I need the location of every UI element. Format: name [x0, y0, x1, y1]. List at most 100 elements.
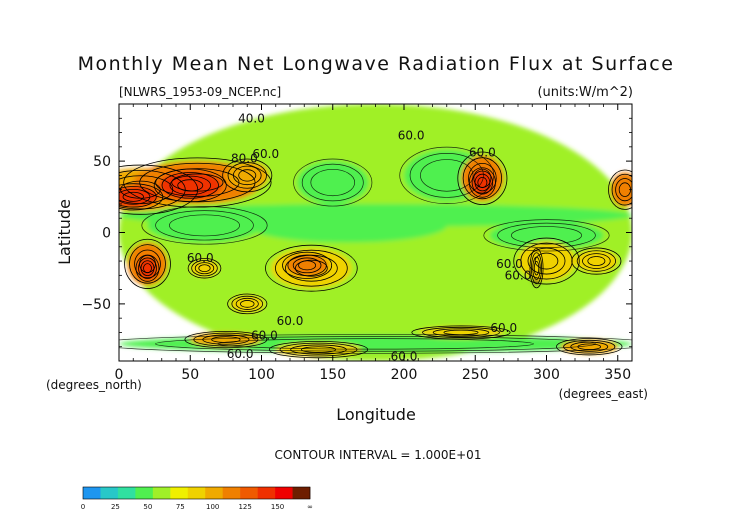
contour-line: [134, 249, 161, 279]
chart-title: Monthly Mean Net Longwave Radiation Flux…: [78, 53, 675, 75]
contour-line: [468, 162, 497, 194]
colorbar-label: 0: [81, 503, 85, 511]
contour-line: [310, 168, 356, 197]
contour-line: [123, 157, 272, 208]
contour-region: [518, 241, 575, 282]
contour-line: [576, 250, 617, 272]
contour-line: [235, 297, 259, 310]
contour-line: [279, 342, 358, 357]
colorbar-label: 75: [176, 503, 185, 511]
contour-line: [129, 244, 166, 284]
contour-line: [533, 260, 540, 276]
contour-line: [290, 344, 347, 355]
contour-line: [155, 210, 254, 241]
contour-region: [147, 208, 262, 243]
colorbar-swatch: [135, 487, 154, 499]
contour-line: [563, 339, 616, 354]
contour-label: 40.0: [238, 111, 265, 125]
contour-line: [301, 163, 364, 202]
contour-line: [420, 159, 474, 192]
contour-region: [575, 249, 618, 273]
contour-line: [227, 293, 268, 315]
contour-line: [191, 260, 218, 277]
colorbar-swatch: [257, 487, 276, 499]
contour-line: [571, 247, 622, 275]
contour-line: [432, 328, 490, 337]
contour-line: [298, 260, 317, 271]
contour-line: [268, 340, 369, 359]
contour-line: [161, 172, 219, 199]
contour-line: [577, 343, 602, 350]
colorbar-swatch: [170, 487, 189, 499]
contour-line: [119, 188, 151, 205]
contour-line: [119, 183, 164, 211]
colorbar-swatch: [117, 487, 136, 499]
contour-label: 60.0: [505, 268, 532, 282]
contour-line: [119, 186, 157, 208]
x-tick-label: 0: [115, 367, 124, 383]
colorbar-swatch: [152, 487, 171, 499]
x-unit-label: (degrees_east): [559, 387, 648, 401]
contour-line: [457, 151, 508, 205]
contour-line: [615, 178, 632, 202]
contour-line: [529, 248, 544, 289]
contour-line: [177, 179, 204, 192]
contour-line: [119, 169, 186, 210]
contour-line: [140, 260, 155, 277]
contour-line: [471, 170, 494, 195]
contour-label: 60.0: [277, 314, 304, 328]
contour-line: [169, 175, 212, 196]
contour-label: 80.0: [231, 151, 258, 165]
contour-line: [511, 226, 582, 245]
colorbar-swatch: [205, 487, 223, 499]
colorbar-labels: 0 25 50 75 100 125 150 ∞: [81, 503, 313, 511]
contour-line: [282, 251, 333, 279]
contour-line: [293, 158, 373, 207]
contour-label: 60.0: [252, 147, 279, 161]
contour-line: [611, 173, 632, 206]
contour-label: 60.0: [187, 251, 214, 265]
y-tick-label: 0: [102, 226, 111, 242]
colorbar: [82, 486, 311, 500]
colorbar-label: 100: [206, 503, 219, 511]
file-label: [NLWRS_1953-09_NCEP.nc]: [119, 85, 281, 99]
contour-line: [240, 300, 255, 308]
units-label: (units:W/m^2): [537, 85, 633, 100]
colorbar-swatch: [187, 487, 206, 499]
contour-line: [275, 249, 348, 287]
contour-line: [295, 259, 328, 277]
y-axis-label: Latitude: [55, 199, 74, 265]
contour-line: [443, 329, 479, 336]
contour-label: 60.0: [496, 257, 523, 271]
contour-line: [483, 219, 610, 252]
contour-label: 60.0: [398, 128, 425, 142]
contour-line: [202, 334, 250, 345]
colorbar-swatch: [292, 487, 311, 499]
colorbar-swatch: [275, 487, 293, 499]
x-axis-label: Longitude: [336, 405, 416, 424]
x-tick-label: 250: [462, 367, 489, 383]
contour-line: [513, 237, 580, 285]
contour-line: [198, 264, 211, 273]
contour-line: [292, 257, 322, 274]
contour-line: [194, 262, 215, 275]
contour-field: [119, 104, 632, 361]
contour-line: [527, 247, 566, 275]
x-axis-ticks: 0 50 100 150 200 250 300 350: [115, 104, 631, 383]
contour-line: [231, 295, 264, 312]
contour-line: [582, 253, 611, 269]
colorbar-frame: [82, 486, 311, 500]
contour-region: [610, 172, 632, 207]
contour-label: 60.0: [227, 347, 254, 361]
colorbar-label: 50: [143, 503, 152, 511]
contour-label: 60.0: [251, 328, 278, 342]
contour-region: [247, 208, 447, 243]
contour-line: [411, 325, 511, 340]
contour-line: [124, 238, 171, 289]
contour-line: [227, 162, 267, 189]
contour-line: [119, 334, 632, 354]
contour-line: [534, 252, 559, 270]
x-tick-label: 50: [181, 367, 199, 383]
contour-line: [171, 173, 224, 192]
